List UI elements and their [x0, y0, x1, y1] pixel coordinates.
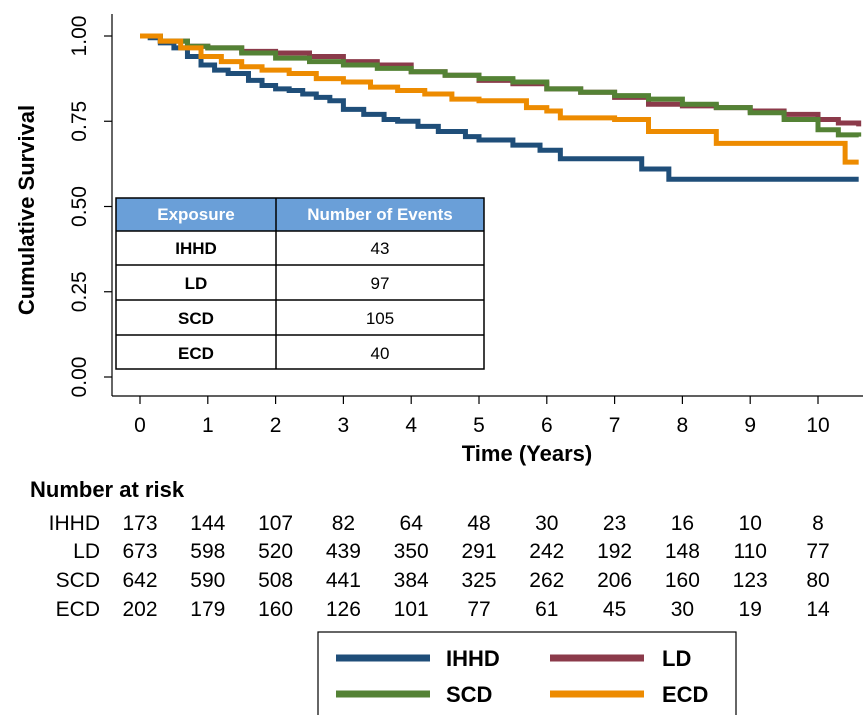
- x-axis-title: Time (Years): [462, 441, 592, 466]
- risk-value: 16: [671, 512, 694, 535]
- events-table: Exposure Number of Events IHHD 43 LD 97 …: [115, 197, 485, 370]
- risk-value: 101: [394, 598, 429, 621]
- risk-value: 82: [332, 512, 355, 535]
- risk-value: 325: [461, 569, 496, 592]
- y-tick-label: 0.25: [68, 271, 91, 312]
- risk-value: 179: [190, 598, 225, 621]
- events-table-exposure: LD: [185, 274, 208, 293]
- y-tick-label: 1.00: [68, 16, 91, 57]
- risk-value: 262: [529, 569, 564, 592]
- events-table-count: 43: [371, 239, 390, 258]
- x-tick-label: 8: [677, 414, 689, 437]
- survival-curves: [140, 33, 862, 182]
- legend-label-ld: LD: [662, 646, 691, 671]
- y-ticks: 0.00 0.25 0.50 0.75 1.00: [68, 16, 112, 398]
- y-tick-label: 0.75: [68, 101, 91, 142]
- events-table-count: 40: [371, 344, 390, 363]
- risk-value: 80: [806, 569, 829, 592]
- x-tick-label: 6: [541, 414, 553, 437]
- curve-ecd: [140, 33, 859, 165]
- x-tick-label: 10: [806, 414, 829, 437]
- risk-table: IHHD 173 144 107 82 64 48 30 23 16 10 8 LD 673 598 520 4…: [49, 512, 830, 621]
- risk-value: 598: [190, 540, 225, 563]
- x-tick-label: 1: [202, 414, 214, 437]
- events-table-header-events: Number of Events: [307, 205, 452, 224]
- risk-value: 123: [733, 569, 768, 592]
- risk-value: 48: [467, 512, 490, 535]
- x-tick-label: 5: [473, 414, 485, 437]
- risk-value: 64: [400, 512, 424, 535]
- risk-value: 30: [535, 512, 558, 535]
- risk-value: 10: [739, 512, 762, 535]
- risk-value: 23: [603, 512, 626, 535]
- events-table-header-exposure: Exposure: [157, 205, 234, 224]
- risk-value: 45: [603, 598, 626, 621]
- risk-value: 148: [665, 540, 700, 563]
- risk-row-label: ECD: [56, 598, 100, 621]
- events-table-count: 105: [366, 309, 394, 328]
- x-tick-label: 0: [134, 414, 146, 437]
- risk-value: 77: [467, 598, 490, 621]
- risk-value: 192: [597, 540, 632, 563]
- y-tick-label: 0.50: [68, 186, 91, 227]
- risk-table-title: Number at risk: [30, 477, 185, 502]
- risk-row-label: LD: [73, 540, 100, 563]
- events-table-count: 97: [371, 274, 390, 293]
- risk-value: 77: [806, 540, 829, 563]
- legend-label-ecd: ECD: [662, 682, 708, 707]
- risk-value: 30: [671, 598, 694, 621]
- risk-value: 160: [665, 569, 700, 592]
- events-table-exposure: ECD: [178, 344, 214, 363]
- x-tick-label: 9: [744, 414, 756, 437]
- risk-value: 19: [739, 598, 762, 621]
- risk-value: 350: [394, 540, 429, 563]
- curve-scd: [140, 33, 862, 138]
- risk-row-label: SCD: [56, 569, 100, 592]
- risk-value: 291: [461, 540, 496, 563]
- risk-value: 441: [326, 569, 361, 592]
- risk-value: 520: [258, 540, 293, 563]
- x-ticks: 0 1 2 3 4 5 6 7 8 9 10: [134, 396, 830, 437]
- legend-label-ihhd: IHHD: [446, 646, 500, 671]
- risk-value: 61: [535, 598, 558, 621]
- risk-value: 144: [190, 512, 225, 535]
- x-tick-label: 3: [338, 414, 350, 437]
- events-table-exposure: IHHD: [175, 239, 217, 258]
- risk-value: 642: [122, 569, 157, 592]
- events-table-header-bg: [116, 198, 484, 231]
- risk-value: 14: [806, 598, 830, 621]
- risk-value: 173: [122, 512, 157, 535]
- legend: IHHD LD SCD ECD: [317, 631, 737, 715]
- risk-value: 384: [394, 569, 429, 592]
- x-tick-label: 4: [405, 414, 417, 437]
- risk-value: 439: [326, 540, 361, 563]
- risk-value: 206: [597, 569, 632, 592]
- x-tick-label: 7: [609, 414, 621, 437]
- risk-value: 202: [122, 598, 157, 621]
- risk-value: 160: [258, 598, 293, 621]
- legend-label-scd: SCD: [446, 682, 492, 707]
- risk-value: 508: [258, 569, 293, 592]
- risk-value: 107: [258, 512, 293, 535]
- events-table-exposure: SCD: [178, 309, 214, 328]
- legend-box: [317, 631, 737, 715]
- risk-row-label: IHHD: [49, 512, 100, 535]
- risk-value: 673: [122, 540, 157, 563]
- y-tick-label: 0.00: [68, 357, 91, 398]
- risk-value: 242: [529, 540, 564, 563]
- risk-value: 590: [190, 569, 225, 592]
- y-axis-title: Cumulative Survival: [14, 105, 39, 315]
- x-tick-label: 2: [270, 414, 282, 437]
- curve-ihhd: [140, 33, 859, 182]
- events-table-border: [115, 197, 485, 370]
- risk-value: 110: [733, 540, 766, 563]
- risk-value: 8: [812, 512, 824, 535]
- risk-value: 126: [326, 598, 361, 621]
